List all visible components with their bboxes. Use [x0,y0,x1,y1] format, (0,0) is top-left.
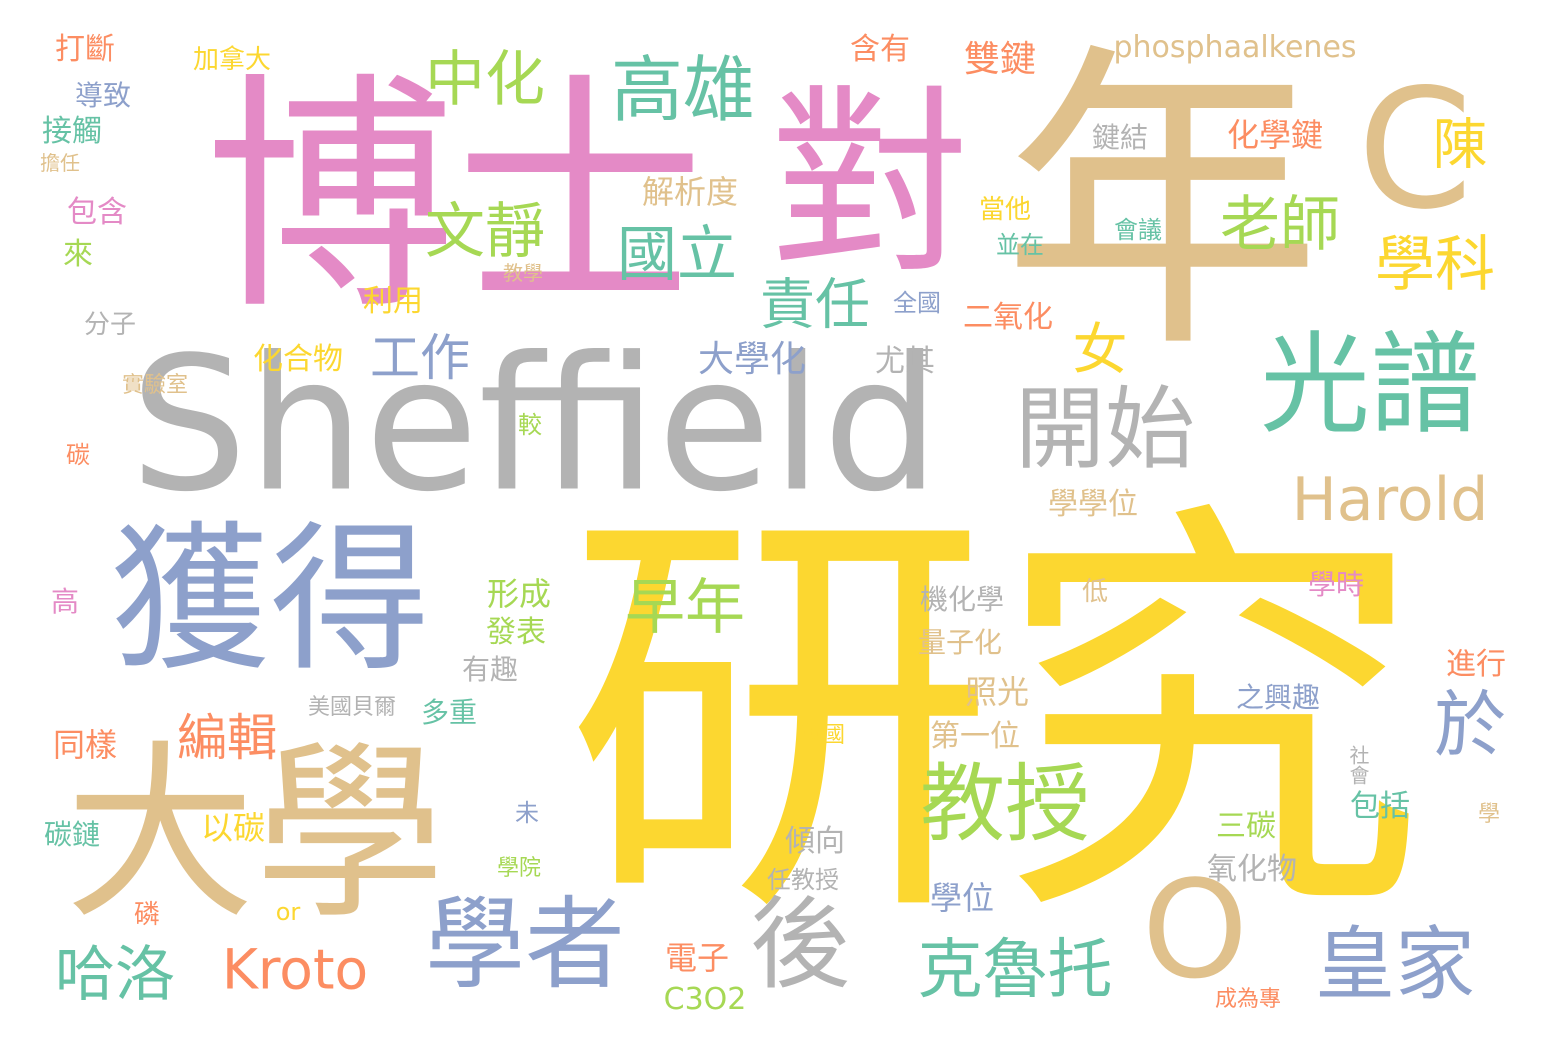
word-guangpu: 光譜 [1260,321,1480,449]
word-wenjing: 文靜 [425,197,545,267]
word-hanyou: 含有 [850,32,910,67]
word-huaxuejian: 化學鍵 [1226,116,1324,154]
word-yu: 於 [1433,683,1507,767]
word-jihuaxue: 機化學 [919,583,1005,616]
word-o: O [1141,851,1249,1009]
word-yitan: 以碳 [200,809,266,847]
word-nian: 年 [1002,19,1322,391]
word-jiexidu: 解析度 [641,173,739,211]
word-haluo: 哈洛 [55,940,175,1010]
word-jiaoshou: 教授 [919,755,1091,855]
word-xue: 學 [1477,802,1501,827]
word-daozhi: 導致 [74,79,132,112]
word-santan: 三碳 [1216,809,1276,844]
word-dianzi: 電子 [664,939,730,977]
word-duochong: 多重 [420,696,478,729]
word-gongzuo: 工作 [370,329,470,387]
word-huiyi: 會議 [1114,216,1162,244]
word-xuewei: 學位 [929,879,995,917]
word-gaoxiong: 高雄 [610,48,756,132]
word-jinxing: 進行 [1446,647,1506,682]
word-huangjia: 皇家 [1315,918,1475,1011]
word-huode: 獲得 [109,506,431,693]
word-baokuo: 包括 [1350,789,1410,824]
word-baohan: 包含 [67,195,127,230]
word-youqi: 尤其 [875,344,935,379]
word-yingguo: 英國 [800,723,846,748]
word-zhonghua: 中化 [425,45,545,115]
word-xuezhe: 學者 [425,886,625,1003]
word-shuangjian: 雙鍵 [963,39,1037,80]
word-zaonian: 早年 [625,573,745,643]
word-gao: 高 [50,585,80,618]
word-zhixingqu: 之興趣 [1235,681,1321,714]
word-guoli: 國立 [617,220,737,290]
word-bingzai: 並在 [996,231,1044,259]
word-c: C [1357,53,1473,246]
word-phosphaalkenes: phosphaalkenes [1113,30,1357,65]
word-sheffield: Sheffield [129,316,941,533]
word-daxuehua: 大學化 [697,339,807,380]
word-quanguo: 全國 [893,289,941,317]
word-zeren: 責任 [759,272,871,337]
word-kaishi: 開始 [1015,377,1195,482]
word-jianjie: 鍵結 [1091,121,1149,154]
word-huahewu: 化合物 [253,342,343,377]
word-wei: 未 [515,799,539,827]
word-shehui: 社會 [1346,745,1370,785]
word-lin: 磷 [133,900,161,930]
word-nv: 女 [1072,317,1128,382]
word-shiyanshi: 實驗室 [121,373,189,398]
word-c3o2: C3O2 [663,982,747,1017]
word-xueshi: 學時 [1307,568,1365,601]
word-renjiaoshou: 任教授 [767,866,839,894]
word-or: or [275,898,301,926]
word-bianji: 編輯 [177,709,277,767]
word-jiaoxue: 教學 [503,261,543,285]
word-dangta: 當他 [978,195,1032,225]
word-xingcheng: 形成 [486,575,552,613]
word-qingxiang: 傾向 [785,824,845,859]
word-di: 低 [1081,577,1109,607]
word-lai: 來 [63,237,93,272]
word-xuexuewei: 學學位 [1048,487,1138,522]
word-youqu: 有趣 [461,653,519,686]
word-daxue: 大學 [64,724,446,945]
word-jiechu: 接觸 [42,114,102,149]
word-eryanghua: 二氧化 [963,300,1053,335]
word-zhaoguang: 照光 [964,673,1030,711]
word-tan: 碳 [66,441,90,469]
word-tanlian: 碳鏈 [43,818,101,851]
word-boshi: 博士 [205,52,705,343]
word-liangzihua: 量子化 [917,626,1003,659]
word-kelutuo: 克魯托 [917,932,1113,1008]
word-diyiwei: 第一位 [930,719,1020,754]
word-meiguobeier: 美國貝爾 [307,695,397,720]
word-daduan: 打斷 [55,32,115,67]
word-chengweizhuan: 成為專 [1214,987,1282,1012]
word-xueke: 學科 [1375,230,1495,300]
word-chen: 陳 [1432,112,1488,177]
word-tongyang: 同樣 [52,726,118,764]
word-dui: 對 [769,68,971,301]
word-harold: Harold [1291,465,1489,535]
word-jianada: 加拿大 [192,45,272,75]
word-yanghuawu: 氧化物 [1207,852,1297,887]
word-jiao: 較 [518,411,542,439]
word-yanjiu: 研究 [565,470,1425,970]
word-fabiao: 發表 [486,615,546,650]
word-xueyuan: 學院 [496,856,542,881]
word-liyong: 利用 [363,284,423,319]
word-laoshi: 老師 [1220,190,1340,260]
word-hou: 後 [750,886,850,1003]
word-danren: 擔任 [40,151,80,175]
word-kroto: Kroto [221,937,369,1002]
word-fenzi: 分子 [83,310,137,340]
